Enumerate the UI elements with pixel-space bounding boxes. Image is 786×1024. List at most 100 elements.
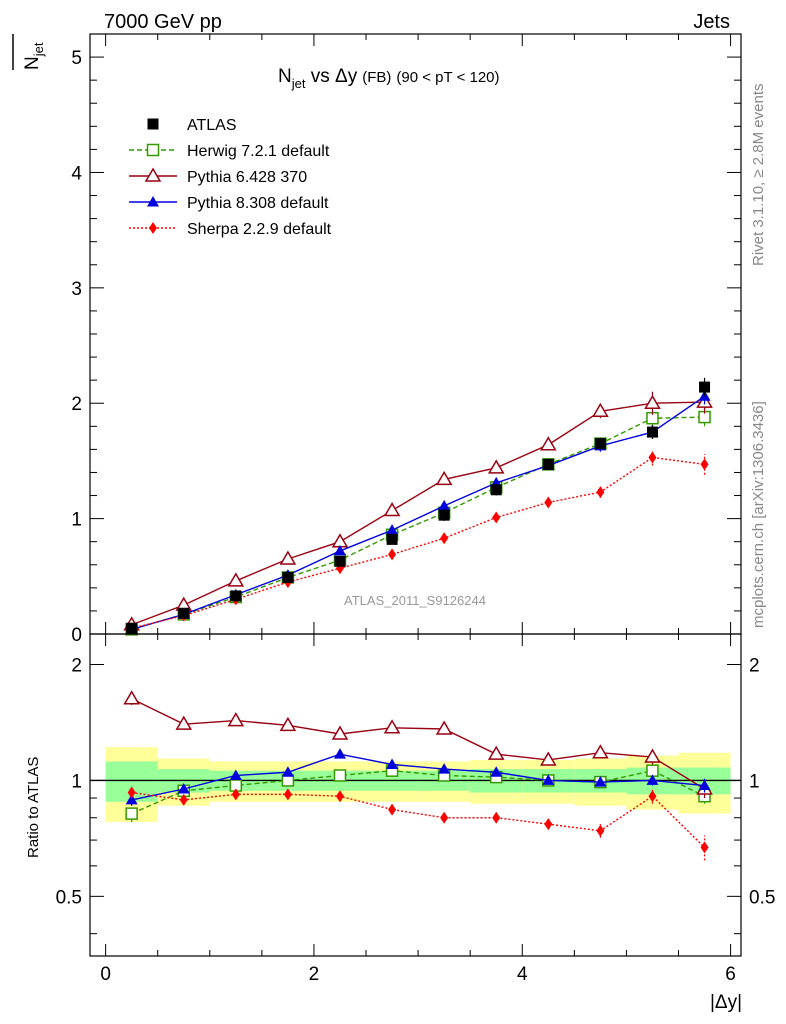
data-point (646, 426, 658, 438)
plot-title: Njet vs Δy (FB) (90 < pT < 120) (278, 66, 500, 91)
ratio-point (383, 719, 401, 734)
y-tick-label: 4 (71, 163, 82, 184)
data-point (596, 486, 605, 499)
data-point (438, 509, 450, 521)
ratio-point (648, 790, 657, 803)
ratio-line (131, 753, 705, 801)
ratio-line (131, 769, 705, 815)
ratio-point (386, 758, 399, 769)
ratio-point (177, 782, 190, 794)
ratio-panel: 0.5 0.5 1 1 2 2 0 2 4 6 (56, 633, 775, 985)
title-main: N (278, 66, 292, 87)
title-main-sub: jet (291, 76, 306, 91)
legend-marker (147, 196, 159, 207)
ratio-line (131, 791, 706, 848)
data-point (282, 571, 294, 583)
x-axis-label: |Δy| (710, 992, 742, 1013)
ratio-point (698, 779, 711, 791)
ratio-point (125, 807, 138, 820)
y-tick-label: 2 (71, 394, 82, 415)
main-panel: 0 1 2 3 4 5 ATLAS Herwig 7.2.1 default Pythia 6.… (71, 33, 742, 646)
ratio-point (333, 748, 346, 759)
ratio-point (283, 788, 292, 801)
data-point (438, 499, 451, 511)
ratio-series-sherpa (127, 786, 709, 861)
legend-marker (147, 118, 159, 130)
rivet-text: Rivet 3.1.10, ≥ 2.8M events (750, 84, 767, 267)
ratio-line (131, 698, 705, 790)
panel-frame (89, 633, 742, 957)
data-point (178, 607, 190, 619)
ratio-point (231, 788, 240, 801)
ratio-point (700, 841, 709, 854)
ratio-point (492, 811, 501, 824)
ratio-point (487, 745, 505, 760)
ratio-point (331, 725, 349, 740)
ratio-point (592, 744, 609, 759)
data-point (542, 458, 554, 470)
header-right: Jets (693, 11, 730, 33)
data-point (230, 590, 242, 602)
series-data (126, 377, 711, 634)
title-tag: (FB) (362, 69, 391, 86)
ratio-point (175, 715, 193, 730)
data-point (333, 544, 346, 556)
title-range: (90 < pT < 120) (396, 69, 499, 86)
ratio-point (644, 748, 661, 763)
x-tick-label: 2 (309, 964, 320, 985)
svg-text:Njet: Njet (22, 42, 46, 70)
legend-item: Pythia 6.428 370 (129, 167, 307, 186)
series-line (131, 395, 705, 631)
legend-marker (144, 167, 162, 182)
legend-item: Herwig 7.2.1 default (129, 143, 330, 160)
ratio-point (281, 766, 294, 777)
data-point (388, 548, 397, 561)
data-point (386, 533, 398, 545)
data-point (435, 470, 453, 486)
data-point (492, 511, 501, 524)
series-line (131, 416, 705, 631)
ratio-point (279, 716, 297, 732)
y-tick-label: 3 (71, 279, 82, 300)
legend-label: Sherpa 2.2.9 default (187, 221, 332, 238)
y-tick-label: 1 (71, 771, 82, 792)
legend: ATLAS Herwig 7.2.1 default Pythia 6.428 37… (129, 117, 332, 238)
y-tick-label: 1 (71, 510, 82, 531)
data-point (539, 436, 557, 451)
ratio-point (539, 751, 557, 766)
x-tick-label: 4 (517, 964, 528, 985)
data-point (648, 451, 657, 464)
data-point (700, 458, 709, 471)
data-point (644, 394, 661, 409)
data-point (544, 496, 553, 509)
ratio-point (440, 811, 449, 824)
ratio-point (594, 776, 607, 787)
series-line (131, 401, 705, 626)
x-tick-label: 0 (100, 964, 111, 985)
data-point (386, 524, 399, 535)
legend-label: Pythia 6.428 370 (187, 169, 307, 186)
ratio-point (123, 690, 140, 705)
data-point (594, 438, 606, 450)
legend-label: Pythia 8.308 default (187, 195, 329, 212)
ratio-point (542, 774, 555, 785)
ratio-point (179, 793, 188, 806)
watermark: ATLAS_2011_S9126244 (344, 593, 486, 608)
ratio-point (646, 774, 659, 785)
x-tick-label: 6 (725, 964, 736, 985)
ratio-point (438, 763, 451, 774)
legend-item: ATLAS (147, 117, 237, 134)
ratio-point (227, 712, 245, 727)
legend-label: Herwig 7.2.1 default (187, 143, 330, 160)
series-pythia6 (123, 390, 713, 631)
y-tick-label-right: 0.5 (749, 887, 775, 908)
legend-item: Pythia 8.308 default (129, 195, 329, 212)
data-point (699, 381, 711, 393)
y-tick-label-right: 2 (749, 655, 760, 676)
y-axis-label-bottom: Ratio to ATLAS (25, 757, 42, 858)
ylabel-top-sub: jet (31, 42, 46, 57)
ratio-point (335, 790, 344, 803)
data-point (227, 572, 245, 587)
data-point (487, 459, 505, 474)
